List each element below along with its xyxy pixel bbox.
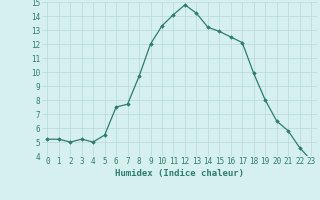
X-axis label: Humidex (Indice chaleur): Humidex (Indice chaleur) bbox=[115, 169, 244, 178]
